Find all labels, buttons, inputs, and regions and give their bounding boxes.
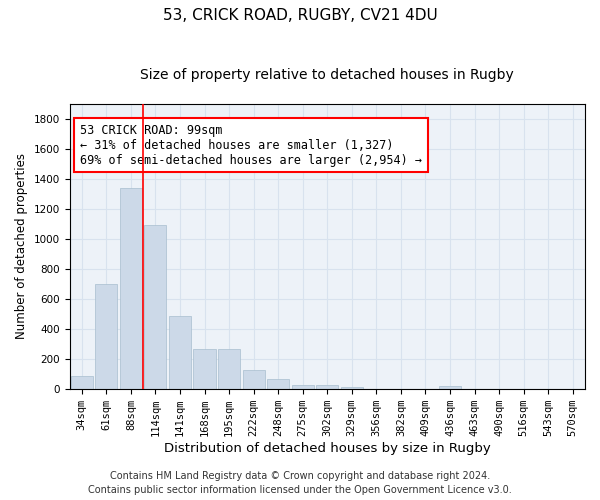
Bar [439, 386, 461, 389]
Bar [120, 188, 142, 389]
Bar [95, 284, 118, 389]
Bar [242, 370, 265, 389]
Bar [71, 376, 93, 389]
Bar [316, 384, 338, 389]
Bar [169, 316, 191, 389]
Text: Contains HM Land Registry data © Crown copyright and database right 2024.
Contai: Contains HM Land Registry data © Crown c… [88, 471, 512, 495]
Bar [267, 380, 289, 389]
Y-axis label: Number of detached properties: Number of detached properties [15, 154, 28, 340]
Bar [218, 350, 240, 389]
Text: 53 CRICK ROAD: 99sqm
← 31% of detached houses are smaller (1,327)
69% of semi-de: 53 CRICK ROAD: 99sqm ← 31% of detached h… [80, 124, 422, 166]
X-axis label: Distribution of detached houses by size in Rugby: Distribution of detached houses by size … [164, 442, 491, 455]
Title: Size of property relative to detached houses in Rugby: Size of property relative to detached ho… [140, 68, 514, 82]
Bar [292, 384, 314, 389]
Bar [341, 387, 363, 389]
Bar [145, 226, 166, 389]
Text: 53, CRICK ROAD, RUGBY, CV21 4DU: 53, CRICK ROAD, RUGBY, CV21 4DU [163, 8, 437, 22]
Bar [193, 350, 215, 389]
